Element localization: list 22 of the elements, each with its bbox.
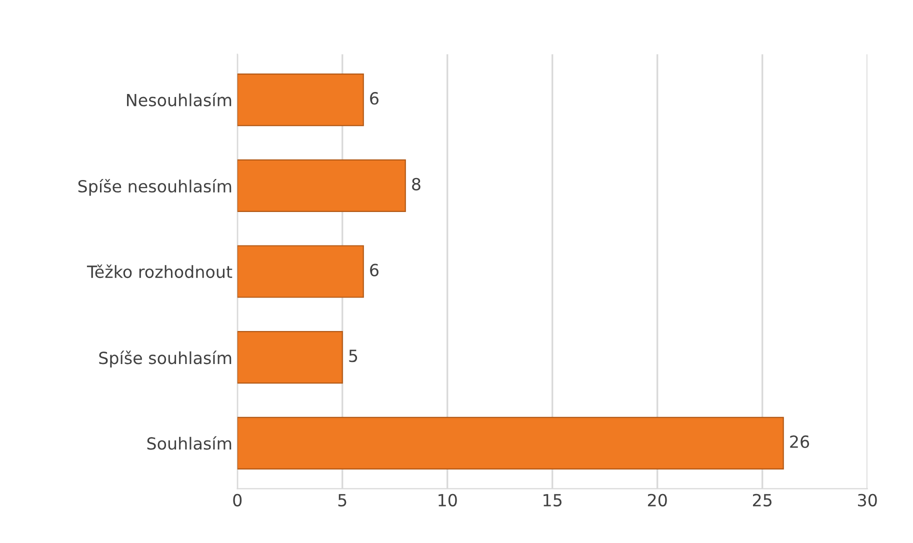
bar <box>237 331 343 384</box>
y-tick-label: Těžko rozhodnout <box>86 264 232 278</box>
bar <box>237 73 364 126</box>
data-label: 5 <box>349 350 358 362</box>
x-tick-label: 20 <box>648 494 667 506</box>
y-tick-label: Souhlasím <box>147 436 232 450</box>
data-label: 6 <box>370 264 378 276</box>
x-tick-label: 10 <box>438 494 457 506</box>
data-label: 8 <box>412 178 420 190</box>
bar <box>237 245 364 298</box>
x-tick-label: 0 <box>233 494 242 506</box>
y-tick-label: Nesouhlasím <box>127 92 232 106</box>
bar <box>237 416 784 470</box>
x-tick-label: 15 <box>544 494 562 506</box>
x-tick-label: 30 <box>858 494 877 506</box>
y-tick-label: Spíše nesouhlasím <box>78 178 232 196</box>
y-tick-label: Spíše souhlasím <box>99 350 232 368</box>
data-label: 6 <box>370 92 378 105</box>
data-label: 26 <box>790 435 810 448</box>
bar <box>237 159 406 212</box>
x-tick-label: 5 <box>338 494 346 506</box>
x-tick-label: 25 <box>752 494 772 506</box>
